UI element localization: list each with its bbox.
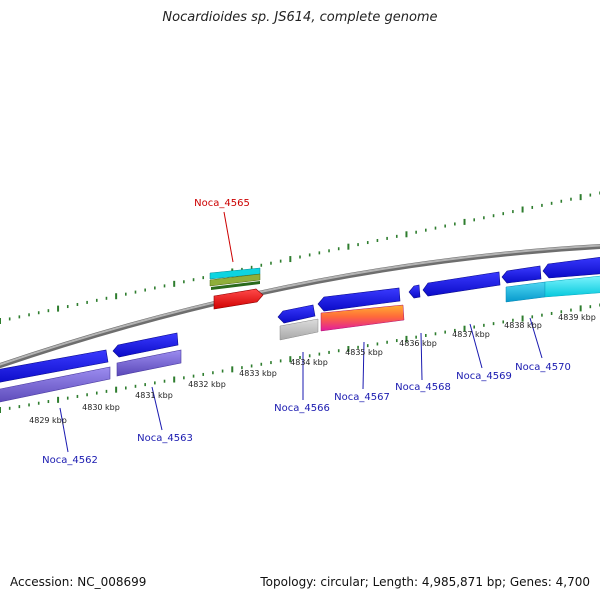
position-label: 4833 kbp xyxy=(239,369,277,378)
position-label: 4839 kbp xyxy=(558,313,596,322)
leader-line xyxy=(529,317,543,359)
gene-label[interactable]: Noca_4570 xyxy=(515,362,571,373)
gene-noca-4570[interactable] xyxy=(501,256,600,303)
position-label: 4834 kbp xyxy=(290,358,328,367)
gene-labels: Noca_4562 Noca_4563 Noca_4565 Noca_4566 Noca… xyxy=(42,198,571,466)
accession-label: Accession: NC_008699 xyxy=(10,575,147,589)
leader-line xyxy=(362,341,365,390)
gene-noca-4563[interactable] xyxy=(112,332,182,377)
position-label: 4836 kbp xyxy=(399,339,437,348)
leader-line xyxy=(59,407,69,453)
leader-line xyxy=(151,386,163,431)
gene-label[interactable]: Noca_4563 xyxy=(137,433,193,444)
position-label: 4837 kbp xyxy=(452,330,490,339)
position-label: 4829 kbp xyxy=(29,416,67,425)
gene-noca-4566[interactable] xyxy=(277,304,319,341)
gene-noca-4567[interactable] xyxy=(317,287,405,332)
page-title: Nocardioides sp. JS614, complete genome xyxy=(162,10,438,25)
gene-noca-4568[interactable] xyxy=(408,284,421,299)
position-label: 4838 kbp xyxy=(504,321,542,330)
gene-noca-4569[interactable] xyxy=(422,271,501,297)
gene-label[interactable]: Noca_4566 xyxy=(274,403,330,414)
position-label: 4830 kbp xyxy=(82,403,120,412)
gene-label[interactable]: Noca_4568 xyxy=(395,382,451,393)
gene-label[interactable]: Noca_4565 xyxy=(194,198,250,209)
lower-tick-track xyxy=(0,303,600,413)
position-label: 4832 kbp xyxy=(188,380,226,389)
upper-tick-track xyxy=(0,191,600,324)
leader-line xyxy=(469,323,483,369)
topology-label: Topology: circular; Length: 4,985,871 bp… xyxy=(260,575,590,589)
position-labels: 4829 kbp 4830 kbp 4831 kbp 4832 kbp 4833 kbp… xyxy=(29,313,596,425)
position-label: 4831 kbp xyxy=(135,391,173,400)
genome-backbone xyxy=(0,244,600,369)
gene-leader-lines xyxy=(59,211,543,453)
gene-label[interactable]: Noca_4562 xyxy=(42,455,98,466)
gene-noca-4565[interactable] xyxy=(209,267,264,310)
leader-line xyxy=(420,332,423,381)
gene-label[interactable]: Noca_4569 xyxy=(456,371,512,382)
gene-noca-4562[interactable] xyxy=(0,349,111,404)
leader-line xyxy=(223,211,234,263)
gene-label[interactable]: Noca_4567 xyxy=(334,392,390,403)
position-label: 4835 kbp xyxy=(345,348,383,357)
